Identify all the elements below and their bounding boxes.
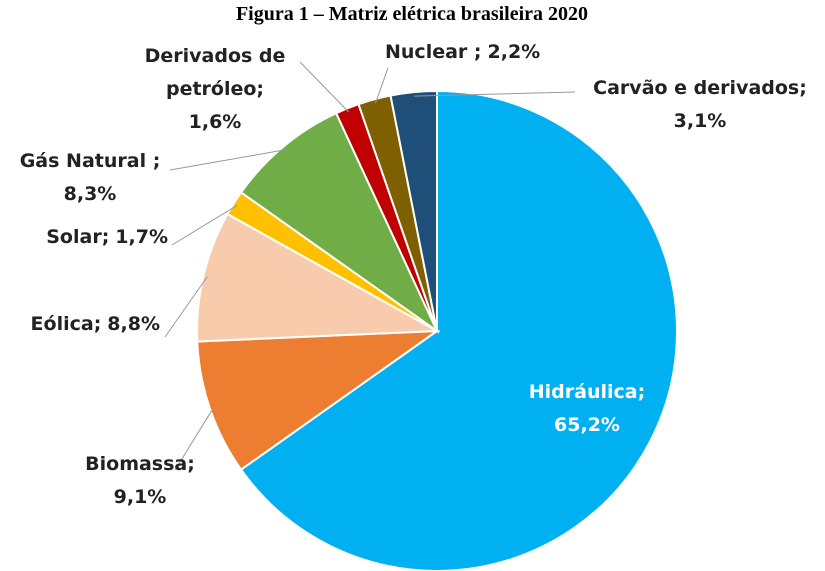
category-label: Biomassa; — [85, 453, 195, 475]
value-label: 1,7% — [115, 226, 168, 248]
pie-slice — [239, 111, 440, 334]
category-label: Carvão e derivados; — [593, 77, 807, 99]
slice-label: Nuclear ; 2,2% — [385, 41, 540, 63]
value-label: 1,6% — [189, 111, 242, 133]
leader-line — [414, 91, 576, 97]
chart-title: Figura 1 – Matriz elétrica brasileira 20… — [236, 3, 588, 25]
leader-line — [169, 149, 287, 171]
pie-slice — [239, 89, 678, 571]
leader-line — [299, 61, 350, 113]
leader-line — [164, 276, 208, 338]
slice-label: Derivados de petróleo; 1,6% — [145, 45, 286, 133]
value-label: 2,2% — [488, 41, 541, 63]
leader-line — [374, 67, 389, 104]
category-label: Hidráulica; — [529, 381, 645, 403]
value-label: 3,1% — [674, 110, 727, 132]
slice-label: Solar; 1,7% — [46, 226, 168, 248]
leader-line — [171, 204, 238, 246]
value-label: 8,8% — [107, 313, 160, 335]
category-label: Derivados de petróleo; — [145, 45, 286, 100]
value-label: 8,3% — [64, 183, 117, 205]
category-label: Solar; — [46, 226, 109, 248]
slice-label: Gás Natural ; 8,3% — [20, 150, 161, 205]
value-label: 9,1% — [114, 486, 167, 508]
leader-line — [174, 407, 215, 471]
slice-label: Carvão e derivados; 3,1% — [593, 77, 807, 132]
category-label: Gás Natural ; — [20, 150, 161, 172]
category-label: Eólica; — [31, 313, 102, 335]
pie-slice — [196, 212, 441, 343]
slice-label: Biomassa; 9,1% — [85, 453, 195, 508]
slice-label: Hidráulica; 65,2% — [529, 381, 645, 436]
slice-label: Eólica; 8,8% — [31, 313, 160, 335]
pie-slice — [389, 89, 438, 332]
value-label: 65,2% — [554, 414, 620, 436]
pie-slice — [196, 329, 441, 472]
category-label: Nuclear ; — [385, 41, 482, 63]
